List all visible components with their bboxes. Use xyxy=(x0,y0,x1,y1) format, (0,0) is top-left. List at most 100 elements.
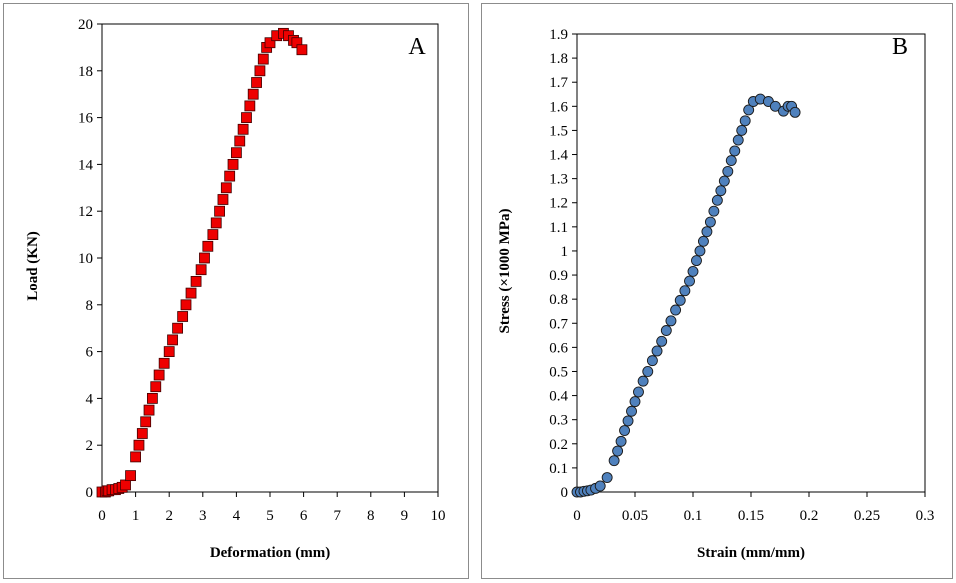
data-point-square xyxy=(120,479,131,491)
y-axis-title: Load (KN) xyxy=(25,231,41,301)
data-point-square xyxy=(146,392,158,404)
data-point-square xyxy=(185,287,197,299)
data-point-circle xyxy=(684,275,695,287)
data-point-circle xyxy=(697,235,709,247)
data-point-circle xyxy=(715,185,727,197)
data-point-circle xyxy=(743,104,755,116)
x-tick-label: 10 xyxy=(431,508,446,524)
data-point-circle xyxy=(679,285,691,297)
data-point-circle xyxy=(769,100,781,112)
y-tick-label: 0.1 xyxy=(549,461,568,477)
x-tick-label: 0.05 xyxy=(622,508,648,524)
data-point-circle xyxy=(626,405,637,417)
data-point-square xyxy=(230,147,242,159)
data-point-circle xyxy=(736,124,748,136)
y-tick-label: 8 xyxy=(86,298,94,314)
data-point-square xyxy=(257,53,269,65)
data-series xyxy=(96,27,308,498)
data-point-circle xyxy=(732,134,744,146)
data-point-circle xyxy=(674,294,686,306)
panel-letter-label: A xyxy=(408,34,426,60)
data-point-square xyxy=(296,44,308,56)
panel-letter-label: B xyxy=(892,34,908,60)
y-tick-label: 1.8 xyxy=(549,51,568,67)
data-series xyxy=(571,93,801,498)
x-tick-label: 1 xyxy=(132,508,140,524)
y-tick-label: 1 xyxy=(561,244,569,260)
data-point-square xyxy=(163,346,175,358)
stress-strain-chart: 0 0.1 0.2 0.3 0.4 0.5 0.6 0.7 0.8 0.9 1 1.1 1.2 1.3 1.… xyxy=(497,27,934,561)
data-point-circle xyxy=(619,425,631,436)
chart-panel-b: 0 0.1 0.2 0.3 0.4 0.5 0.6 0.7 0.8 0.9 1 1.1 1.2 1.3 1.… xyxy=(481,3,953,579)
y-tick-label: 12 xyxy=(78,204,93,220)
data-point-circle xyxy=(687,265,699,277)
x-tick-label: 0 xyxy=(573,508,581,524)
data-point-square xyxy=(234,135,246,147)
y-tick-label: 0.6 xyxy=(549,340,568,356)
x-axis-title: Deformation (mm) xyxy=(210,545,330,561)
data-point-circle xyxy=(691,255,702,267)
x-tick-label: 9 xyxy=(401,508,409,524)
x-tick-label: 0.2 xyxy=(800,508,819,524)
data-point-square xyxy=(177,311,189,322)
data-point-square xyxy=(150,381,162,393)
chart-panel-a: 0 2 4 6 8 10 12 14 16 18 20 0 1 2 3 4 5 6 7 8 9 10 Deformation… xyxy=(3,3,469,579)
data-point-square xyxy=(247,88,259,100)
data-point-square xyxy=(153,369,165,381)
x-tick-label: 0.25 xyxy=(854,508,880,524)
data-point-square xyxy=(224,170,236,182)
data-point-square xyxy=(125,470,136,482)
y-tick-label: 0.7 xyxy=(549,316,568,332)
data-point-square xyxy=(140,416,152,428)
y-tick-label: 6 xyxy=(86,345,94,361)
y-tick-label: 1.4 xyxy=(549,148,568,164)
data-point-square xyxy=(220,182,232,194)
data-point-circle xyxy=(642,366,654,377)
data-point-circle xyxy=(729,145,741,157)
data-point-circle xyxy=(665,315,677,327)
x-tick-label: 6 xyxy=(300,508,308,524)
y-tick-label: 1.3 xyxy=(549,172,568,188)
y-tick-label: 0.3 xyxy=(549,413,568,429)
x-tick-label: 4 xyxy=(233,508,241,524)
data-point-square xyxy=(227,158,239,170)
data-point-circle xyxy=(651,345,663,357)
data-point-square xyxy=(217,194,229,205)
y-tick-label: 0 xyxy=(561,485,569,501)
x-tick-label: 0.15 xyxy=(738,508,764,524)
y-tick-label: 2 xyxy=(86,438,94,454)
plot-area-border xyxy=(101,23,439,493)
data-point-circle xyxy=(711,194,723,206)
data-point-circle xyxy=(608,455,620,467)
data-point-circle xyxy=(725,155,737,167)
data-point-circle xyxy=(656,335,668,347)
data-point-square xyxy=(237,123,249,135)
y-tick-label: 20 xyxy=(78,17,93,33)
data-point-square xyxy=(241,112,252,123)
y-tick-label: 0.8 xyxy=(549,292,568,308)
data-point-circle xyxy=(708,205,720,217)
x-tick-label: 3 xyxy=(199,508,207,524)
y-tick-label: 10 xyxy=(78,251,93,267)
x-tick-label: 8 xyxy=(367,508,375,524)
x-axis-title: Strain (mm/mm) xyxy=(697,545,805,561)
data-point-square xyxy=(251,77,262,88)
data-point-circle xyxy=(601,472,613,483)
data-point-square xyxy=(143,404,155,416)
y-axis-title: Stress (×1000 MPa) xyxy=(497,209,513,334)
data-point-circle xyxy=(612,445,624,457)
data-point-circle xyxy=(670,304,682,316)
data-point-circle xyxy=(646,355,658,367)
data-point-circle xyxy=(739,115,751,127)
data-point-square xyxy=(207,229,219,241)
data-point-circle xyxy=(718,175,730,187)
x-tick-label: 7 xyxy=(333,508,341,524)
y-tick-label: 1.1 xyxy=(549,220,568,236)
y-tick-label: 0.2 xyxy=(549,437,568,453)
y-tick-label: 0 xyxy=(86,485,94,501)
data-point-square xyxy=(190,275,202,287)
data-point-circle xyxy=(704,216,716,228)
y-tick-label: 0.9 xyxy=(549,268,568,284)
y-tick-label: 1.5 xyxy=(549,123,568,139)
